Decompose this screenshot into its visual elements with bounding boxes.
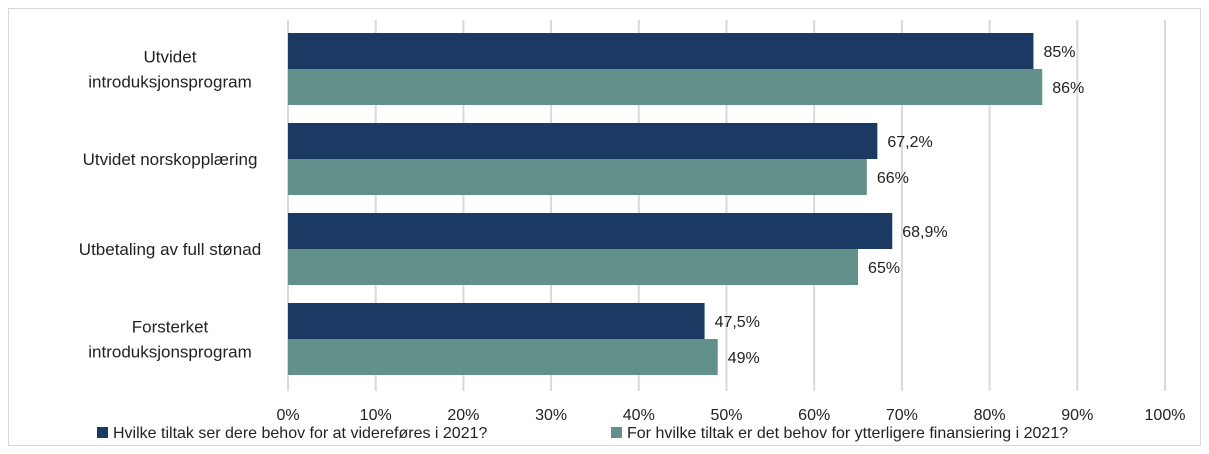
category-label: Utvidet norskopplæring bbox=[83, 150, 258, 169]
x-tick-label: 20% bbox=[447, 407, 479, 424]
x-tick-label: 80% bbox=[974, 407, 1006, 424]
x-tick-label: 30% bbox=[535, 407, 567, 424]
x-tick-label: 90% bbox=[1061, 407, 1093, 424]
data-label: 49% bbox=[728, 350, 760, 367]
bar bbox=[288, 213, 893, 249]
category-label: introduksjonsprogram bbox=[88, 73, 251, 92]
x-tick-label: 50% bbox=[710, 407, 742, 424]
bar bbox=[288, 303, 705, 339]
data-label: 86% bbox=[1052, 80, 1084, 97]
legend-label: For hvilke tiltak er det behov for ytter… bbox=[627, 425, 1068, 442]
x-tick-label: 70% bbox=[886, 407, 918, 424]
category-label: Forsterket bbox=[132, 318, 209, 337]
data-label: 68,9% bbox=[902, 224, 947, 241]
bar bbox=[288, 159, 867, 195]
data-label: 66% bbox=[877, 170, 909, 187]
bar bbox=[288, 33, 1034, 69]
x-tick-label: 100% bbox=[1145, 407, 1186, 424]
category-label: Utvidet bbox=[144, 48, 197, 67]
bar bbox=[288, 123, 878, 159]
bar bbox=[288, 249, 859, 285]
legend-swatch bbox=[97, 427, 108, 438]
x-tick-label: 60% bbox=[798, 407, 830, 424]
legend-label: Hvilke tiltak ser dere behov for at vide… bbox=[113, 425, 488, 442]
data-label: 47,5% bbox=[715, 314, 760, 331]
legend-swatch bbox=[611, 427, 622, 438]
x-tick-label: 10% bbox=[360, 407, 392, 424]
data-label: 85% bbox=[1043, 44, 1075, 61]
x-tick-label: 0% bbox=[276, 407, 299, 424]
data-label: 65% bbox=[868, 260, 900, 277]
x-tick-label: 40% bbox=[623, 407, 655, 424]
bar bbox=[288, 69, 1043, 105]
category-label: introduksjonsprogram bbox=[88, 343, 251, 362]
bar bbox=[288, 339, 718, 375]
data-label: 67,2% bbox=[887, 134, 932, 151]
category-label: Utbetaling av full stønad bbox=[79, 240, 261, 259]
